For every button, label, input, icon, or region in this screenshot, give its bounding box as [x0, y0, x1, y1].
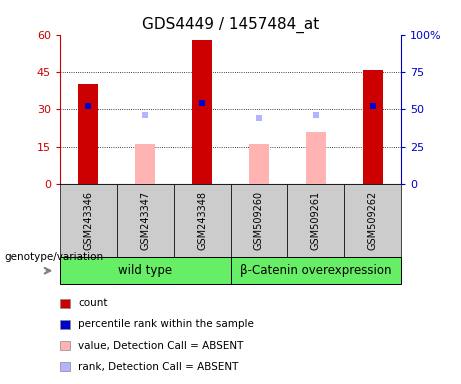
Bar	[363, 70, 383, 184]
Text: GSM243347: GSM243347	[140, 191, 150, 250]
Text: β-Catenin overexpression: β-Catenin overexpression	[240, 264, 391, 277]
Bar	[306, 132, 326, 184]
Text: GSM509262: GSM509262	[367, 191, 378, 250]
Text: count: count	[78, 298, 108, 308]
Bar	[78, 84, 98, 184]
Text: percentile rank within the sample: percentile rank within the sample	[78, 319, 254, 329]
Title: GDS4449 / 1457484_at: GDS4449 / 1457484_at	[142, 17, 319, 33]
Text: wild type: wild type	[118, 264, 172, 277]
Text: GSM509260: GSM509260	[254, 191, 264, 250]
Text: GSM243346: GSM243346	[83, 191, 94, 250]
Text: GSM509261: GSM509261	[311, 191, 321, 250]
Text: genotype/variation: genotype/variation	[5, 252, 104, 262]
Text: rank, Detection Call = ABSENT: rank, Detection Call = ABSENT	[78, 362, 239, 372]
Bar	[192, 40, 212, 184]
Bar	[135, 144, 155, 184]
Bar	[249, 144, 269, 184]
Text: value, Detection Call = ABSENT: value, Detection Call = ABSENT	[78, 341, 244, 351]
Text: GSM243348: GSM243348	[197, 191, 207, 250]
